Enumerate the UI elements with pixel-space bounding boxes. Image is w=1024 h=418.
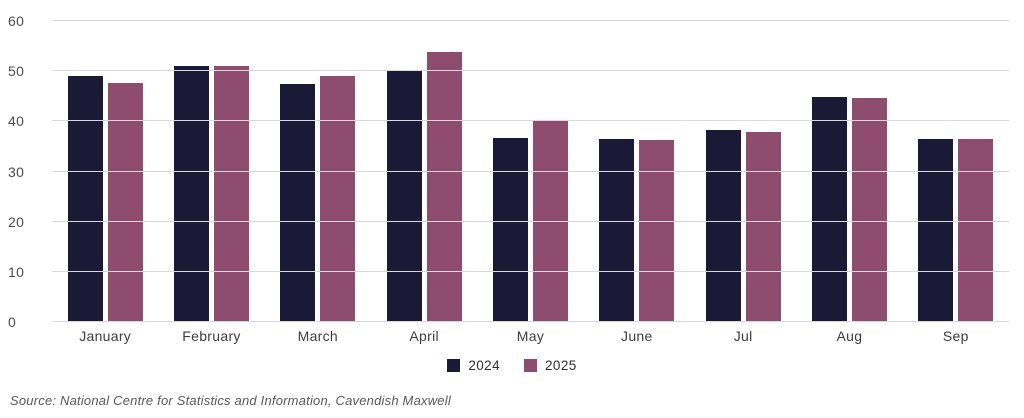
x-axis-label-aug: Aug <box>836 328 863 344</box>
x-axis-label-january: January <box>79 328 132 344</box>
x-axis-labels: January February March April May June Jul Aug Se… <box>52 328 1009 344</box>
bar-2024-sep <box>918 138 954 322</box>
bar-2024-january <box>67 76 103 322</box>
bar-2025-january <box>107 83 143 322</box>
y-tick-label-60: 60 <box>8 13 25 29</box>
bar-group-january <box>52 21 158 322</box>
bar-2024-aug <box>811 96 847 322</box>
bar-2025-february <box>213 66 249 322</box>
gridline-30 <box>52 170 1009 172</box>
legend-swatch-2024 <box>447 359 461 372</box>
bar-group-february <box>158 21 264 322</box>
legend-item-2024: 2024 <box>447 358 500 373</box>
gridline-50 <box>52 70 1009 72</box>
chart-legend: 2024 2025 <box>0 358 1024 373</box>
bar-group-jul <box>690 21 796 322</box>
y-tick-label-0: 0 <box>8 314 17 330</box>
bar-2024-march <box>280 83 316 322</box>
bar-group-aug <box>796 21 902 322</box>
x-axis-label-february: February <box>182 328 241 344</box>
bar-group-sep <box>903 21 1009 322</box>
gridline-0 <box>52 321 1009 322</box>
x-axis-label-june: June <box>621 328 653 344</box>
bar-2024-may <box>492 137 528 322</box>
bar-2024-june <box>599 139 635 322</box>
bar-2025-april <box>426 52 462 322</box>
bar-group-may <box>477 21 583 322</box>
bar-2025-jul <box>745 132 781 322</box>
y-tick-label-40: 40 <box>8 113 25 130</box>
bar-2024-february <box>173 65 209 322</box>
legend-label-2024: 2024 <box>468 358 500 373</box>
legend-swatch-2025 <box>524 359 537 372</box>
bar-2024-april <box>386 70 422 322</box>
gridline-40 <box>52 120 1009 122</box>
y-tick-label-10: 10 <box>8 263 25 280</box>
bar-groups <box>52 21 1009 322</box>
x-axis-label-april: April <box>409 328 439 344</box>
x-axis-label-jul: Jul <box>733 328 753 344</box>
bar-group-june <box>584 21 690 322</box>
bar-group-april <box>371 21 477 322</box>
x-axis-label-may: May <box>516 328 545 344</box>
bar-2025-march <box>320 76 356 322</box>
bar-2025-aug <box>851 97 887 322</box>
source-note: Source: National Centre for Statistics a… <box>10 393 451 408</box>
gridline-20 <box>52 220 1009 222</box>
bar-2025-may <box>532 121 568 322</box>
x-axis-label-march: March <box>297 328 339 344</box>
y-tick-label-20: 20 <box>8 213 25 230</box>
bar-group-march <box>265 21 371 322</box>
bar-2025-sep <box>958 139 994 322</box>
legend-item-2025: 2025 <box>524 358 577 373</box>
y-tick-label-30: 30 <box>8 163 25 180</box>
plot-area <box>52 20 1009 322</box>
y-tick-label-50: 50 <box>8 63 25 80</box>
legend-label-2025: 2025 <box>545 358 577 373</box>
gridline-10 <box>52 270 1009 272</box>
bar-2025-june <box>639 139 675 322</box>
bar-2024-jul <box>705 129 741 322</box>
x-axis-label-sep: Sep <box>942 328 969 344</box>
gridline-60 <box>52 20 1009 21</box>
